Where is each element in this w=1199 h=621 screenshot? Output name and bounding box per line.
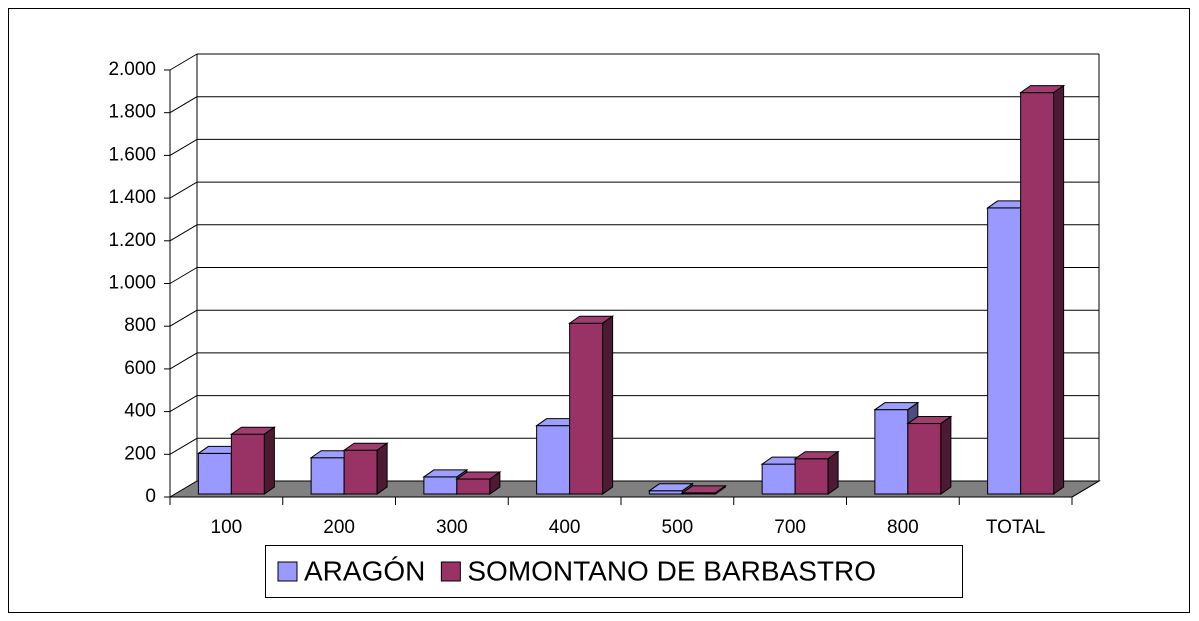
bar [794,458,829,495]
grid-line [169,437,198,455]
bar-side [940,415,952,495]
grid-line [169,96,198,114]
grid-line [169,395,198,413]
x-tick-label: 200 [323,517,355,538]
bar [907,423,942,495]
bar-side [376,442,388,495]
x-axis-edge [1071,480,1100,498]
bar [343,449,378,495]
y-tick-label: 1.400 [108,187,156,208]
x-tick-label: 700 [774,517,806,538]
bar [1020,92,1055,495]
bar [987,207,1022,495]
bar [423,476,458,495]
y-tick-label: 600 [124,358,156,379]
grid-line [169,53,198,71]
y-tick-label: 0 [145,486,156,507]
legend-swatch [277,561,298,582]
x-tick-label: 500 [662,517,694,538]
grid-line [169,138,198,156]
grid-line [169,181,198,199]
x-tick-label: 800 [887,517,919,538]
legend-label: ARAGÓN [304,555,425,586]
y-tick-label: 200 [124,443,156,464]
grid-line [169,267,198,284]
grid-line [169,224,198,242]
y-tick-label: 1.200 [108,230,156,251]
y-tick-label: 400 [124,401,156,422]
bar-side [827,450,839,495]
bar [310,457,345,495]
bar [230,433,265,495]
y-tick-label: 1.600 [108,144,156,165]
y-tick-label: 1.800 [108,102,156,123]
y-tick-label: 800 [124,315,156,336]
y-tick-label: 1.000 [108,273,156,294]
bar-side [602,315,614,495]
bar [197,452,232,495]
x-tick-label: 400 [549,517,581,538]
legend-label: SOMONTANO DE BARBASTRO [467,555,876,586]
legend-box [265,545,963,598]
grid-line [169,352,198,370]
y-tick-label: 2.000 [108,59,156,80]
x-tick-label: 300 [436,517,468,538]
legend-swatch [440,561,461,582]
grid-line [169,309,198,327]
x-tick-label: TOTAL [986,517,1045,538]
bar-side [489,471,501,495]
legend: ARAGÓN SOMONTANO DE BARBASTRO [265,545,963,598]
bar [874,409,909,495]
bar [569,322,604,495]
floor [168,480,1101,498]
bar-side [1053,84,1065,495]
bar [456,478,491,495]
bar-side [714,484,726,495]
x-tick-label: 100 [211,517,243,538]
bar-side [263,426,275,495]
bar [761,463,796,495]
bar [536,425,571,495]
